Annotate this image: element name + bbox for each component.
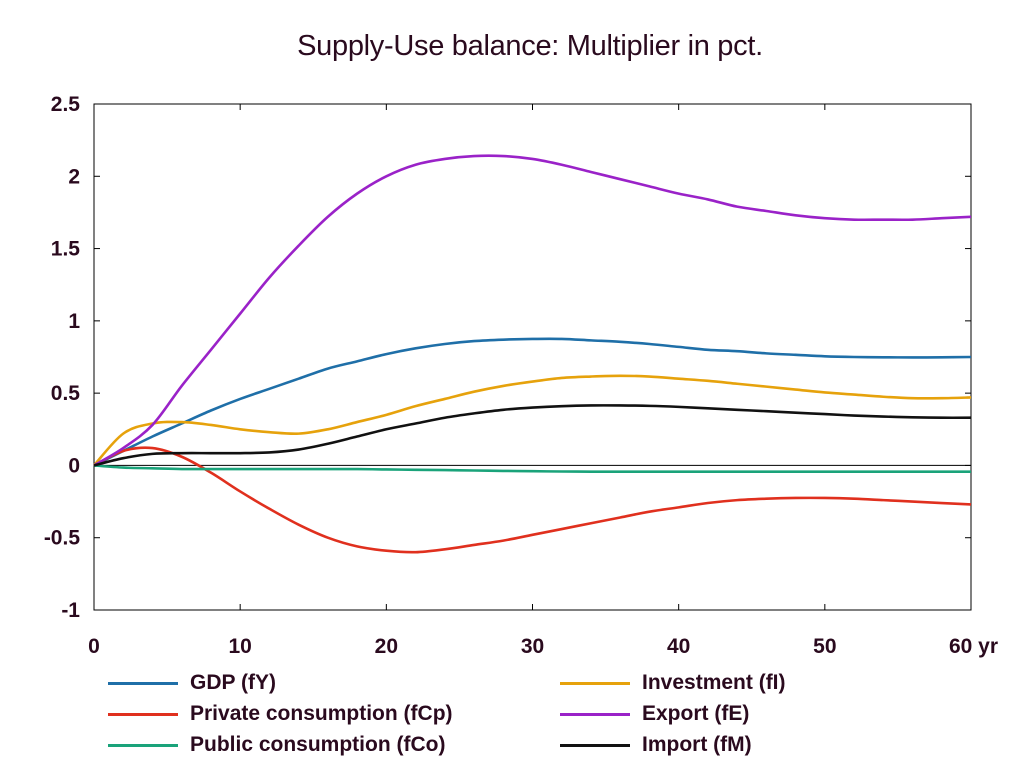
- legend-label: GDP (fY): [190, 671, 276, 694]
- x-tick-label: 50: [813, 635, 836, 658]
- legend-swatch: [560, 743, 630, 747]
- y-tick-label: 2.5: [51, 93, 81, 116]
- x-tick-label: 60 yr: [949, 635, 998, 658]
- y-tick-label: -0.5: [44, 527, 81, 550]
- series-line-export-fe: [93, 154, 972, 467]
- legend-item-public-consumption-fco: Public consumption (fCo): [108, 730, 445, 760]
- legend-item-gdp-fy: GDP (fY): [108, 668, 276, 698]
- y-tick-label: 1.5: [51, 238, 81, 261]
- series-lines: [93, 154, 972, 554]
- series-line-investment-fi: [93, 374, 972, 467]
- legend-label: Investment (fI): [642, 671, 786, 694]
- y-tick-label: 2: [68, 165, 80, 188]
- series-line-import-fm: [93, 404, 972, 467]
- legend-label: Public consumption (fCo): [190, 733, 446, 756]
- legend-item-import-fm: Import (fM): [560, 730, 752, 760]
- legend-swatch: [108, 743, 178, 747]
- legend-swatch: [108, 681, 178, 685]
- legend-swatch: [108, 712, 178, 716]
- legend-label: Private consumption (fCp): [190, 702, 453, 725]
- legend-item-private-consumption-fcp: Private consumption (fCp): [108, 699, 453, 729]
- y-tick-label: 1: [68, 310, 80, 333]
- x-tick-label: 20: [375, 635, 398, 658]
- line-chart: -1 -0.5 0 0.5 1 1.5 2 2.5 0 10 20 30 40 50 60 yr: [44, 93, 998, 658]
- legend: GDP (fY) Private consumption (fCp) Public …: [0, 668, 1024, 768]
- x-tick-label: 0: [88, 635, 100, 658]
- chart-title: Supply-Use balance: Multiplier in pct.: [297, 30, 763, 62]
- tick-labels: -1 -0.5 0 0.5 1 1.5 2 2.5 0 10 20 30 40 50 60 yr: [44, 93, 998, 658]
- legend-item-investment-fi: Investment (fI): [560, 668, 786, 698]
- y-tick-label: 0.5: [51, 382, 81, 405]
- legend-item-export-fe: Export (fE): [560, 699, 749, 729]
- series-line-public-consumption-fco: [93, 464, 971, 473]
- legend-swatch: [560, 712, 630, 716]
- x-tick-label: 40: [667, 635, 690, 658]
- x-tick-label: 30: [521, 635, 544, 658]
- series-line-private-consumption-fcp: [93, 446, 972, 554]
- legend-swatch: [560, 681, 630, 685]
- legend-label: Import (fM): [642, 733, 752, 756]
- y-tick-label: 0: [68, 454, 80, 477]
- x-tick-label: 10: [228, 635, 251, 658]
- legend-label: Export (fE): [642, 702, 750, 725]
- y-tick-label: -1: [61, 599, 80, 622]
- series-line-gdp-fy: [93, 337, 972, 467]
